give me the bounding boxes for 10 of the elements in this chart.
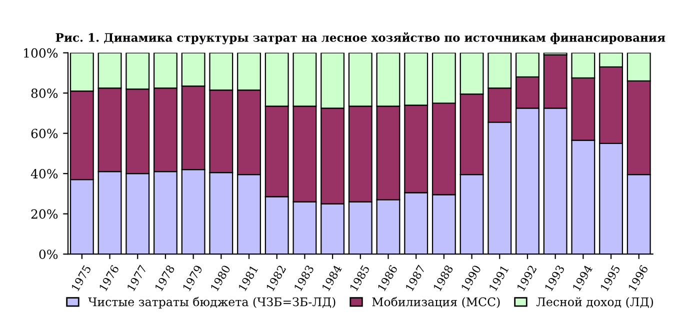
y-tick-label: 20%	[31, 209, 58, 219]
legend-label: Мобилизация (МСС)	[372, 296, 500, 308]
legend-label: Чистые затраты бюджета (ЧЗБ=ЗБ-ЛД)	[88, 296, 336, 309]
y-tick-label: 100%	[24, 48, 58, 58]
legend-label: Лесной доход (ЛД)	[536, 297, 654, 308]
y-tick-label: 60%	[31, 128, 58, 138]
y-tick-label: 80%	[31, 88, 58, 98]
y-tick-label: 40%	[30, 169, 58, 179]
chart-title: Рис. 1. Динамика структуры затрат на лесное хозяйство по источникам финансирования	[56, 32, 666, 44]
y-tick-label: 0%	[39, 250, 58, 260]
